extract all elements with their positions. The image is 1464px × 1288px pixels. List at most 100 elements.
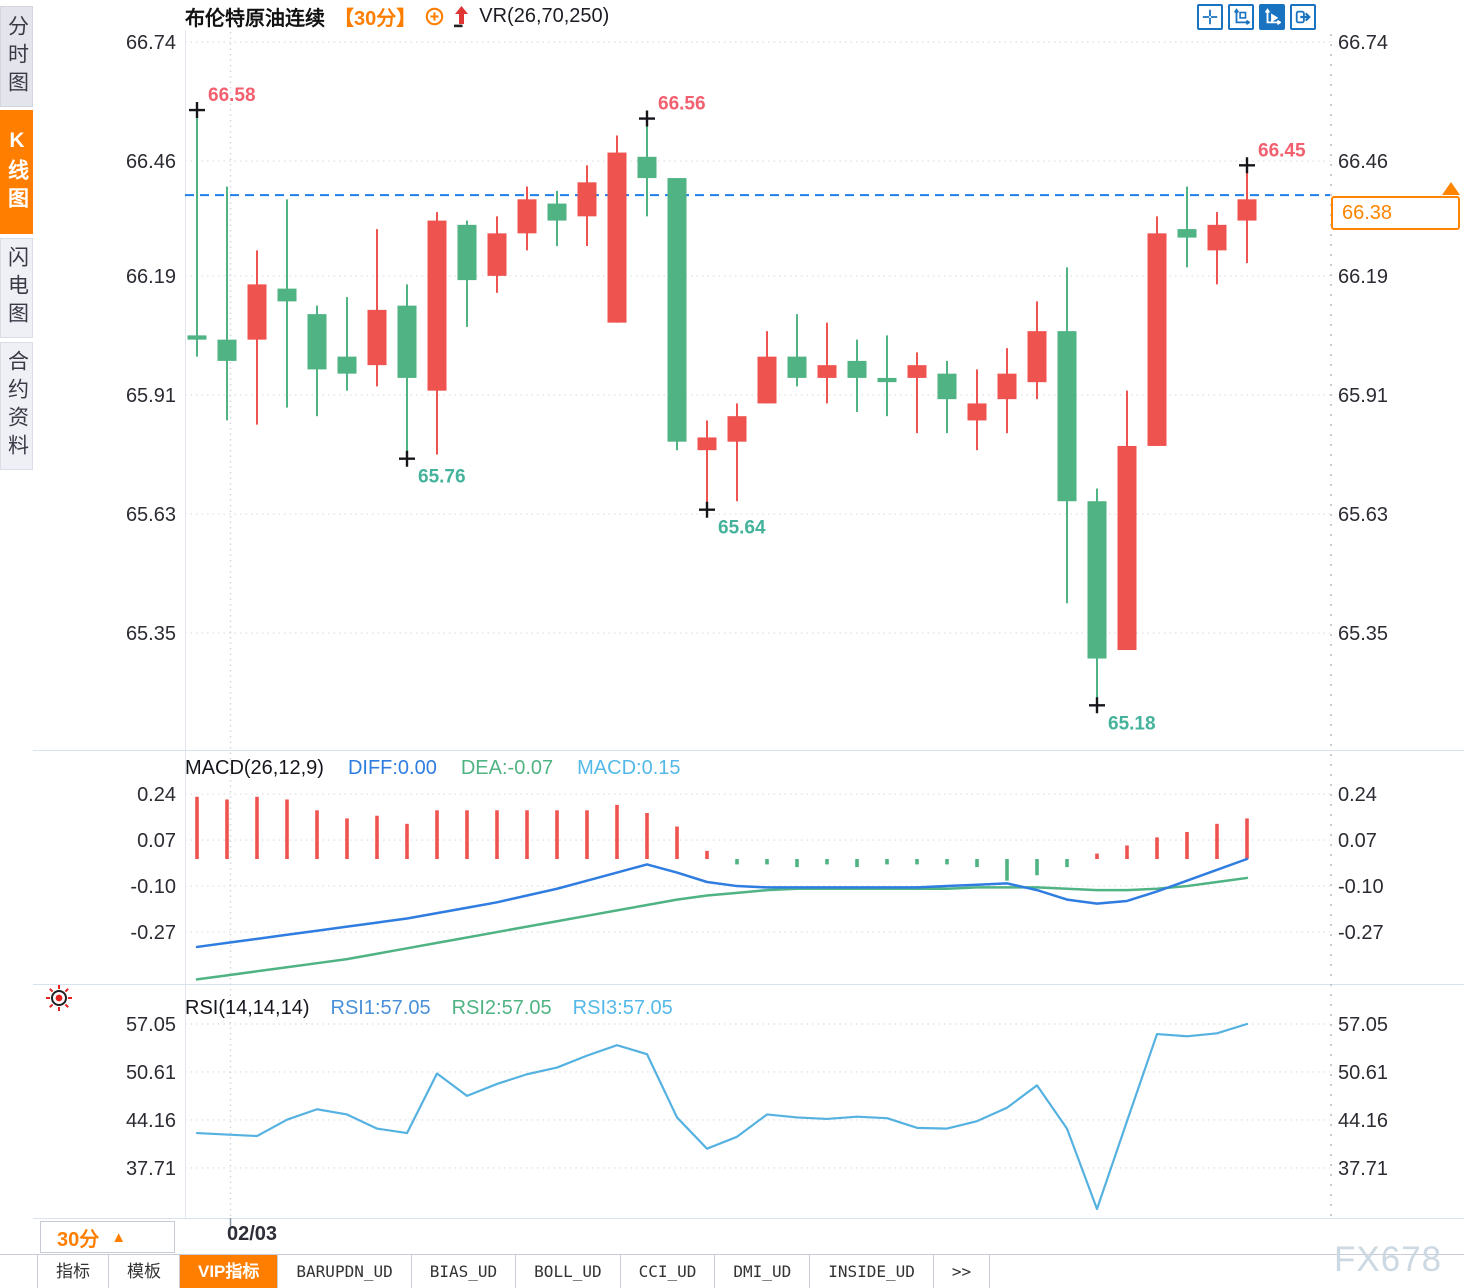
extreme-marker (1239, 157, 1255, 174)
y-axis-label: 66.19 (126, 266, 176, 288)
bottom-tab-cci-ud[interactable]: CCI_UD (621, 1255, 716, 1288)
rsi-legend: RSI(14,14,14) RSI1:57.05 RSI2:57.05 RSI3… (185, 995, 673, 1021)
candle-body (547, 203, 567, 221)
watermark: FX678 (1334, 1240, 1443, 1279)
y-axis-label: 37.71 (1338, 1158, 1388, 1180)
candle-body (1117, 445, 1137, 651)
macd-histogram-bar (1065, 859, 1069, 868)
bottom-tab-more-tabs[interactable]: >> (934, 1255, 991, 1288)
chevron-up-icon: ▲ (111, 1228, 127, 1246)
candle-body (487, 233, 507, 276)
macd-histogram-bar (345, 818, 349, 859)
y-axis-label: 0.24 (137, 784, 176, 806)
sidebar-tab-lightning-chart[interactable]: 闪电图 (0, 238, 33, 338)
indicator-settings-sun-icon[interactable] (44, 983, 74, 1018)
y-axis-label: 66.74 (126, 32, 176, 54)
bottom-tab-indicators[interactable]: 指标 (38, 1255, 109, 1288)
y-axis-label: 0.24 (1338, 784, 1377, 806)
macd-histogram-bar (855, 859, 859, 868)
bottom-tab-inside-ud[interactable]: INSIDE_UD (810, 1255, 934, 1288)
macd-legend: MACD(26,12,9) DIFF:0.00 DEA:-0.07 MACD:0… (185, 755, 681, 781)
y-axis-label: -0.10 (1338, 876, 1384, 898)
macd-diff-line (195, 857, 1249, 949)
macd-histogram-bar (225, 799, 229, 859)
candle-body (517, 199, 537, 234)
macd-histogram-bar (285, 799, 289, 859)
macd-histogram-bar (555, 810, 559, 859)
candle-body (457, 224, 477, 281)
candle-body (877, 377, 897, 383)
period-selector[interactable]: 30分 ▲ (40, 1221, 175, 1253)
candle-body (577, 182, 597, 217)
candle-body (787, 356, 807, 378)
bottom-tab-barupdn-ud[interactable]: BARUPDN_UD (278, 1255, 412, 1288)
candle-body (727, 416, 747, 442)
candle-body (697, 437, 717, 451)
candle-body (367, 309, 387, 366)
y-axis-label: 65.63 (1338, 504, 1388, 526)
y-axis-label: 37.71 (126, 1158, 176, 1180)
pan-crosshair-icon[interactable] (1197, 4, 1223, 30)
y-axis-label: 65.91 (126, 385, 176, 407)
sidebar-tab-time-chart[interactable]: 分时图 (0, 6, 33, 107)
vr-indicator-label: VR(26,70,250) (479, 4, 610, 27)
go-to-latest-icon[interactable] (1290, 4, 1316, 30)
candle-body (427, 220, 447, 391)
add-indicator-icon[interactable] (425, 7, 444, 26)
candle-body (817, 365, 837, 378)
macd-histogram-bar (1005, 859, 1009, 881)
macd-dea-line (195, 876, 1249, 981)
y-axis-label: 65.91 (1338, 385, 1388, 407)
tabs-spacer (0, 1255, 38, 1288)
macd-histogram-bar (885, 859, 889, 865)
bottom-tab-vip-indicators[interactable]: VIP指标 (180, 1255, 279, 1288)
candle-body (637, 156, 657, 179)
bottom-tab-templates[interactable]: 模板 (109, 1255, 180, 1288)
bottom-tab-dmi-ud[interactable]: DMI_UD (715, 1255, 811, 1288)
candle-body (907, 365, 927, 378)
candle-body (607, 152, 627, 323)
extreme-marker (699, 501, 715, 518)
y-axis-label: 0.07 (137, 830, 176, 852)
candle-body (307, 314, 327, 370)
y-axis-label: 57.05 (126, 1014, 176, 1036)
rsi-params: RSI(14,14,14) (185, 996, 310, 1019)
rsi1-value: RSI1:57.05 (330, 996, 431, 1019)
macd-histogram-bar (1035, 859, 1039, 876)
symbol-title: 布伦特原油连续 (185, 7, 325, 30)
sidebar-tab-kline-chart[interactable]: K线图 (0, 110, 33, 234)
candle-body (277, 288, 297, 302)
up-arrow-icon (453, 5, 470, 28)
bottom-tab-boll-ud[interactable]: BOLL_UD (516, 1255, 621, 1288)
candle-body (1237, 199, 1257, 221)
macd-histogram-bar (1245, 818, 1249, 859)
last-price-tag: 66.38 (1331, 196, 1460, 230)
sidebar-tab-contract-info[interactable]: 合约资料 (0, 342, 33, 470)
last-price-value: 66.38 (1342, 201, 1393, 224)
candle-body (997, 373, 1017, 400)
macd-histogram-bar (195, 796, 199, 859)
y-axis-label: 66.19 (1338, 266, 1388, 288)
auto-fit-icon[interactable] (1259, 4, 1285, 30)
bottom-tab-bias-ud[interactable]: BIAS_UD (412, 1255, 517, 1288)
price-up-arrow-icon (1442, 182, 1460, 195)
rsi3-value: RSI3:57.05 (572, 996, 673, 1019)
macd-histogram-bar (1215, 823, 1219, 859)
macd-diff-value: DIFF:0.00 (347, 756, 437, 779)
axis-zoom-icon[interactable] (1228, 4, 1254, 30)
y-axis-label: 65.35 (126, 623, 176, 645)
price-annotation: 65.64 (718, 518, 766, 539)
macd-histogram-bar (435, 810, 439, 859)
macd-histogram-bar (375, 815, 379, 859)
candle-body (937, 373, 957, 400)
candle-body (187, 335, 207, 340)
macd-histogram-bar (405, 823, 409, 859)
indicator-tabs-bar: 指标 模板 VIP指标 BARUPDN_UD BIAS_UD BOLL_UD CCI_UD D… (0, 1254, 1464, 1288)
x-axis-date-label: 02/03 (227, 1223, 278, 1245)
y-axis-label: 66.46 (1338, 151, 1388, 173)
macd-histogram-bar (675, 826, 679, 859)
macd-histogram-bar (735, 859, 739, 865)
chart-header: 布伦特原油连续 【30分】 VR(26,70,250) (185, 1, 609, 31)
